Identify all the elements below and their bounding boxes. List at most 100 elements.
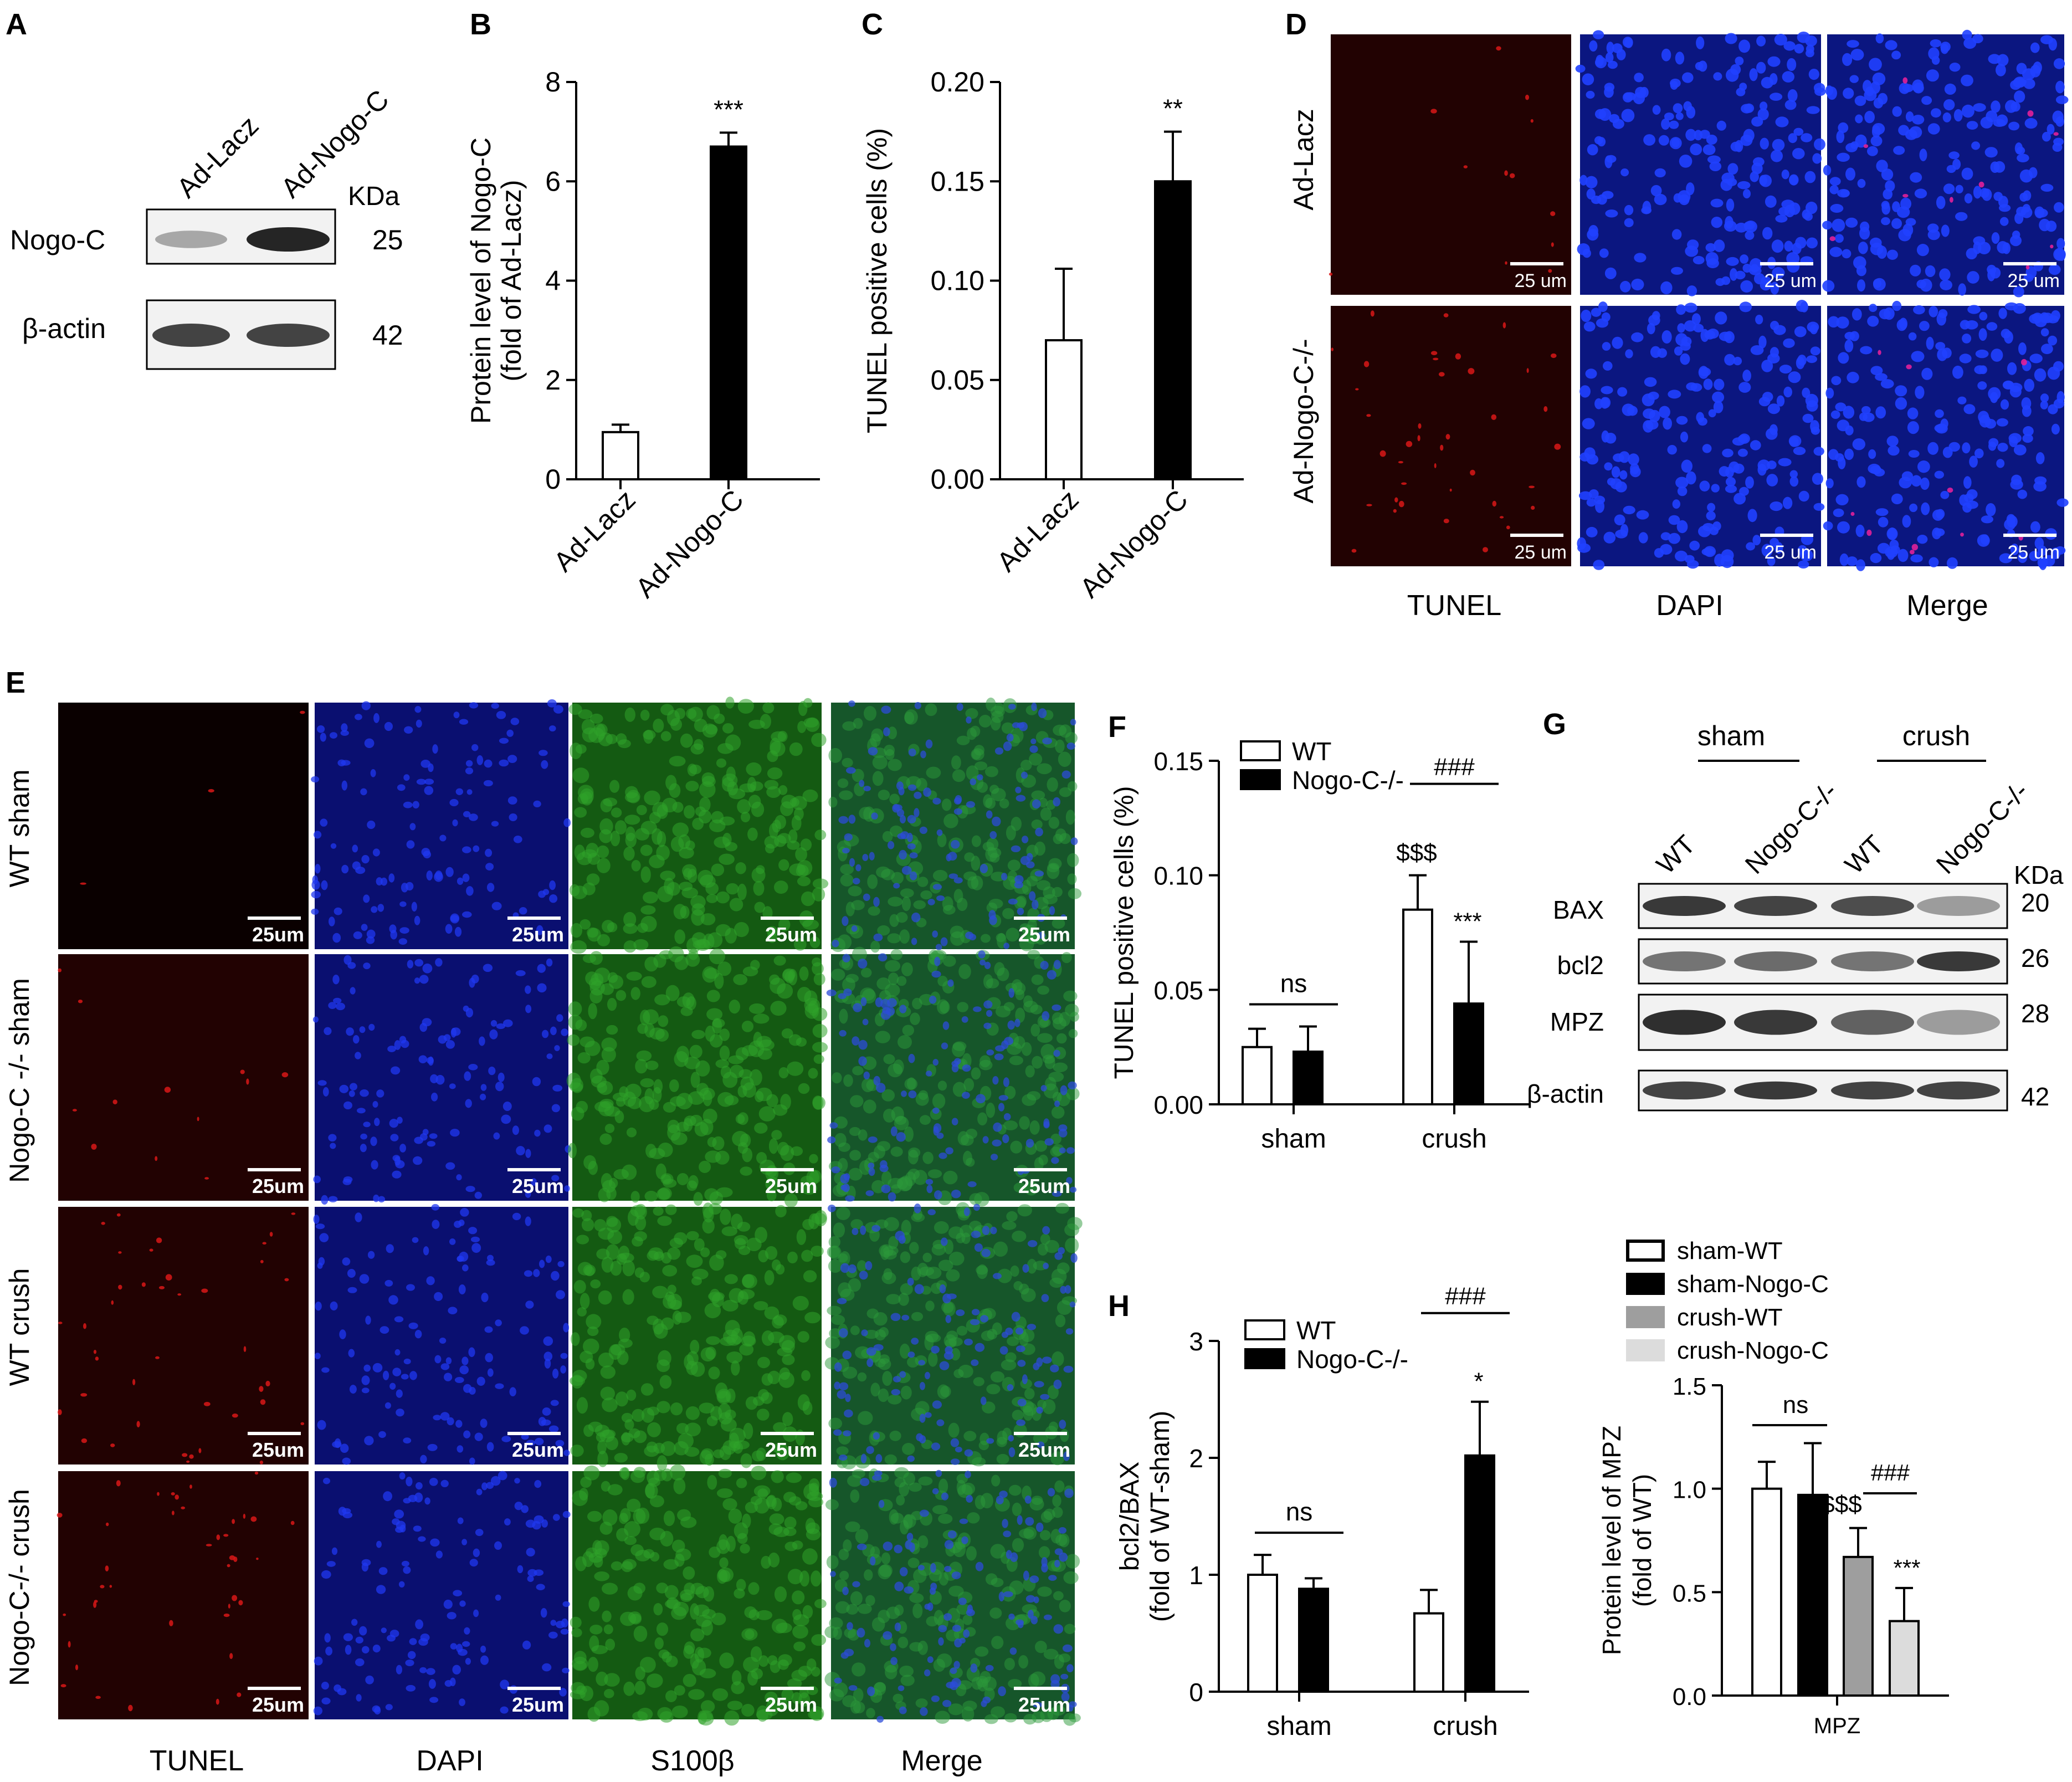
cell-dot — [1581, 309, 1592, 322]
cell-dot — [462, 873, 470, 882]
cell-dot — [341, 864, 349, 874]
cell-dot — [950, 1667, 957, 1674]
cell-dot — [2018, 552, 2028, 563]
cell-dot — [1857, 279, 1865, 292]
cell-dot — [951, 1064, 959, 1073]
cell-dot — [692, 1268, 709, 1280]
cell-dot — [1016, 1345, 1025, 1353]
bar-nogo-c-sham — [1293, 1050, 1324, 1106]
cell-dot — [966, 716, 972, 724]
cell-dot — [552, 1369, 559, 1379]
cell-dot — [784, 971, 794, 984]
cell-dot — [1715, 278, 1725, 286]
micrograph-bg — [58, 703, 309, 949]
cell-dot — [616, 990, 627, 1001]
cell-dot — [773, 1527, 789, 1537]
cell-dot — [787, 1678, 802, 1689]
cell-dot — [1867, 146, 1878, 156]
cell-dot — [429, 1133, 438, 1139]
y-tick-label: 0.15 — [1153, 747, 1203, 776]
cell-dot — [423, 1246, 429, 1256]
cell-dot — [2040, 401, 2048, 409]
cell-dot — [1892, 106, 1902, 117]
cell-dot — [839, 1455, 848, 1461]
cell-dot — [691, 903, 705, 916]
bar-wt-crush — [1402, 908, 1433, 1105]
cell-dot — [603, 1624, 613, 1635]
cell-dot — [489, 1029, 498, 1040]
cell-dot — [1015, 786, 1022, 793]
cell-dot — [2040, 183, 2054, 192]
cell-dot — [797, 876, 811, 887]
cell-dot — [319, 1233, 329, 1242]
cell-dot — [863, 893, 870, 902]
cell-dot — [357, 1108, 366, 1114]
cell-dot — [833, 1626, 842, 1640]
cell-dot — [688, 706, 703, 722]
cell-dot — [431, 1204, 439, 1211]
cell-dot — [1927, 123, 1940, 135]
cell-dot — [865, 1261, 873, 1271]
cell-dot — [1891, 50, 1901, 60]
cell-dot — [1659, 406, 1670, 418]
cell-dot — [1902, 194, 1909, 198]
cell-dot — [1869, 304, 1878, 313]
cell-dot — [872, 771, 884, 786]
cell-dot — [1041, 1563, 1048, 1573]
cell-dot — [753, 880, 765, 896]
cell-dot — [1366, 504, 1372, 506]
cell-dot — [649, 854, 665, 868]
cell-dot — [1806, 237, 1818, 249]
cell-dot — [640, 709, 650, 721]
cell-dot — [469, 1387, 476, 1395]
cell-dot — [834, 1381, 840, 1390]
cell-dot — [986, 1438, 994, 1444]
cell-dot — [1037, 763, 1052, 775]
cell-dot — [539, 1259, 545, 1268]
cell-dot — [450, 1643, 457, 1650]
cell-dot — [128, 1704, 133, 1712]
cell-dot — [635, 1507, 650, 1524]
cell-dot — [383, 1370, 389, 1380]
band-actin-lane-2 — [1734, 1081, 1817, 1100]
cell-dot — [797, 1331, 809, 1343]
cell-dot — [414, 706, 422, 713]
cell-dot — [925, 1371, 930, 1380]
cell-dot — [440, 1412, 450, 1421]
cell-dot — [920, 750, 926, 759]
cell-dot — [789, 742, 803, 756]
cell-dot — [991, 1154, 998, 1161]
cell-dot — [910, 839, 922, 854]
cell-dot — [2024, 378, 2034, 392]
cell-dot — [858, 959, 868, 969]
kda-label: KDa — [348, 182, 400, 211]
cell-dot — [743, 1422, 753, 1440]
cell-dot — [2022, 68, 2035, 80]
cell-dot — [878, 953, 888, 962]
cell-dot — [260, 1259, 264, 1263]
cell-dot — [962, 1092, 970, 1099]
cell-dot — [1020, 760, 1032, 771]
cell-dot — [1840, 189, 1850, 197]
micrograph-tunel: 25um — [58, 1207, 309, 1464]
cell-dot — [1993, 192, 2003, 201]
cell-dot — [1027, 908, 1040, 923]
cell-dot — [932, 1505, 948, 1514]
cell-dot — [1587, 144, 1598, 156]
cell-dot — [1061, 770, 1071, 779]
cell-dot — [805, 1518, 816, 1534]
cell-dot — [1020, 1343, 1035, 1355]
cell-dot — [975, 1646, 989, 1657]
cell-dot — [571, 1332, 580, 1346]
cell-dot — [1962, 29, 1972, 40]
cell-dot — [1961, 104, 1974, 118]
cell-dot — [1770, 501, 1783, 511]
cell-dot — [808, 1497, 824, 1508]
cell-dot — [498, 1471, 507, 1481]
cell-dot — [753, 1301, 768, 1310]
cell-dot — [570, 940, 587, 954]
cell-dot — [576, 1235, 589, 1245]
cell-dot — [399, 1472, 406, 1480]
scale-bar-label: 25um — [512, 923, 564, 946]
cell-dot — [494, 1541, 502, 1550]
